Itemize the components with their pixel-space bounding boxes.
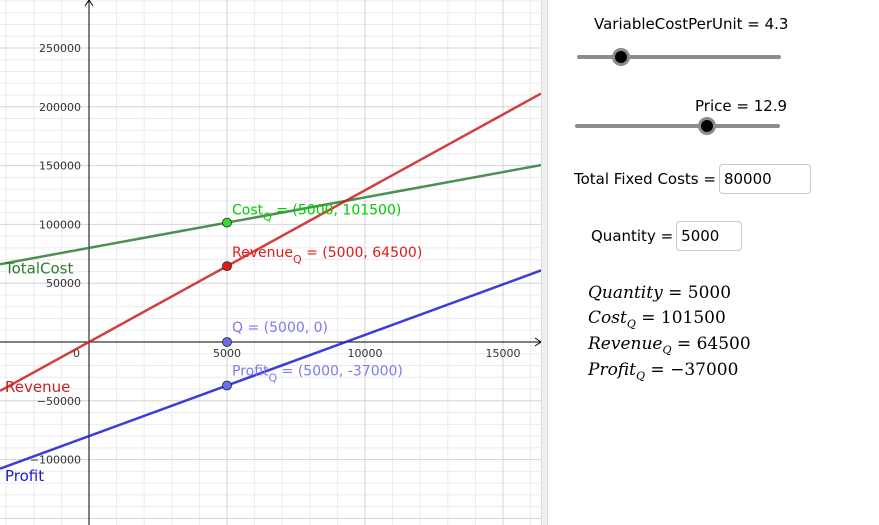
y-tick-label: 200000 [39, 101, 81, 114]
cost-q-point[interactable] [222, 217, 232, 228]
y-tick-label: 50000 [46, 277, 81, 290]
variable-cost-slider[interactable] [577, 48, 781, 66]
total-fixed-costs-input[interactable] [718, 164, 811, 194]
x-tick-label: 5000 [213, 347, 241, 360]
revenue-q-point[interactable] [222, 261, 232, 272]
x-axis-arrow [534, 337, 541, 347]
y-tick-label: 100000 [39, 218, 81, 231]
total-cost-line[interactable] [0, 163, 541, 266]
total-fixed-costs-row: Total Fixed Costs = [574, 164, 811, 194]
result-revenue: RevenueQ = 64500 [588, 334, 751, 357]
total-fixed-costs-label: Total Fixed Costs = [574, 170, 716, 188]
graphics-view[interactable]: 0 5000 10000 15000 250000 200000 150000 100000 5… [0, 0, 541, 525]
x-tick-label: 10000 [348, 347, 383, 360]
slider-track[interactable] [575, 124, 780, 128]
q-label: Q = (5000, 0) [232, 320, 328, 336]
q-point[interactable] [222, 337, 232, 347]
algebra-view: VariableCostPerUnit = 4.3 Price = 12.9 T… [548, 0, 879, 525]
price-caption: Price = 12.9 [695, 97, 788, 115]
slider-knob[interactable] [698, 117, 717, 135]
quantity-row: Quantity = [591, 221, 743, 251]
graph-canvas[interactable]: 0 5000 10000 15000 250000 200000 150000 100000 5… [0, 0, 541, 525]
variable-cost-caption: VariableCostPerUnit = 4.3 [594, 15, 789, 33]
slider-track[interactable] [577, 55, 781, 59]
quantity-input[interactable] [676, 221, 743, 251]
profit-q-point[interactable] [222, 380, 232, 391]
revenue-q-label: RevenueQ = (5000, 64500) [232, 245, 422, 266]
x-tick-label: 15000 [486, 347, 521, 360]
y-axis-arrow [84, 0, 94, 7]
profit-q-label: ProfitQ = (5000, -37000) [232, 364, 403, 385]
profit-label: Profit [5, 467, 44, 485]
y-tick-label: −50000 [37, 395, 81, 408]
price-slider[interactable] [575, 117, 780, 135]
y-tick-label: 250000 [39, 42, 81, 55]
result-quantity: Quantity = 5000 [588, 283, 732, 303]
y-tick-label: 150000 [39, 160, 81, 173]
quantity-label: Quantity = [591, 227, 674, 245]
slider-knob[interactable] [611, 48, 630, 66]
profit-line[interactable] [0, 269, 541, 470]
x-tick-label: 0 [73, 347, 80, 360]
result-cost: CostQ = 101500 [588, 308, 726, 331]
y-tick-label: −100000 [30, 454, 81, 467]
view-divider[interactable] [541, 0, 548, 525]
revenue-label: Revenue [5, 378, 70, 396]
revenue-line[interactable] [0, 92, 541, 393]
total-cost-label: TotalCost [4, 259, 73, 277]
cost-q-label: CostQ = (5000, 101500) [232, 203, 401, 224]
result-profit: ProfitQ = −37000 [588, 360, 739, 383]
